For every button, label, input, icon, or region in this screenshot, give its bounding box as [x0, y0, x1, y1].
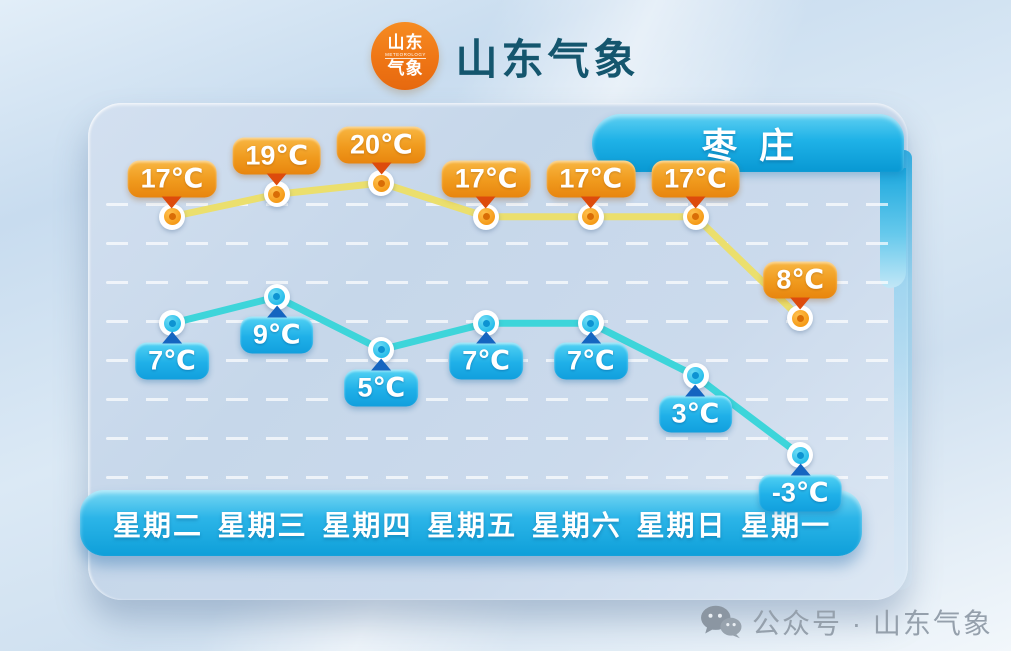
- page-title: 山东气象: [455, 35, 640, 83]
- point-fill: [687, 367, 704, 385]
- point-dot: [377, 179, 385, 187]
- point-fill: [268, 288, 286, 306]
- point-fill: [268, 185, 286, 203]
- gridline: [106, 476, 890, 479]
- point-fill: [477, 314, 495, 332]
- high-temperature-value-label: 8℃: [763, 261, 838, 299]
- high-temperature-value-label: 17℃: [441, 160, 531, 198]
- gridline: [106, 242, 890, 245]
- day-label: 星期五: [427, 510, 518, 541]
- high-temperature-value-label: 17℃: [546, 160, 636, 198]
- low-temperature-value-label: 5℃: [344, 369, 419, 407]
- city-ribbon: 枣庄: [592, 114, 904, 172]
- point-fill: [791, 309, 809, 327]
- point-dot: [273, 293, 281, 301]
- day-label: 星期三: [217, 510, 308, 541]
- shandong-meteorology-logo: 山东 METEOROLOGY 气象: [371, 22, 440, 90]
- day-label: 星期四: [322, 510, 413, 541]
- footer: 公众号 · 山东气象: [700, 602, 993, 642]
- point-fill: [372, 341, 390, 359]
- low-temperature-value-label: -3℃: [758, 474, 842, 512]
- logo-text-mid: METEOROLOGY: [385, 52, 426, 60]
- point-dot: [692, 372, 699, 380]
- point-dot: [796, 451, 804, 459]
- high-temperature-value-label: 17℃: [651, 160, 740, 198]
- footer-account-text: 公众号 · 山东气象: [752, 608, 993, 639]
- day-label: 星期一: [741, 510, 832, 541]
- gridline: [106, 203, 890, 206]
- point-fill: [163, 208, 181, 226]
- high-temperature-value-label: 20℃: [337, 126, 426, 164]
- point-fill: [372, 174, 390, 192]
- logo-text-bottom: 气象: [387, 59, 424, 79]
- city-name: 枣庄: [701, 126, 816, 166]
- low-temperature-value-label: 3℃: [658, 395, 733, 433]
- logo-text-top: 山东: [387, 32, 424, 52]
- point-dot: [168, 213, 176, 221]
- day-label: 星期六: [531, 510, 622, 541]
- point-fill: [791, 446, 809, 464]
- high-temperature-value-label: 17℃: [127, 160, 217, 198]
- gridline: [106, 437, 890, 440]
- point-fill: [582, 314, 600, 332]
- gridline: [106, 398, 890, 401]
- point-dot: [482, 213, 490, 221]
- low-temperature-value-label: 9℃: [239, 316, 314, 354]
- point-dot: [482, 319, 490, 327]
- point-fill: [687, 208, 704, 226]
- day-label: 星期二: [112, 510, 204, 541]
- point-dot: [587, 213, 595, 221]
- low-temperature-value-label: 7℃: [449, 342, 523, 380]
- day-label: 星期日: [636, 510, 727, 541]
- point-fill: [163, 314, 181, 332]
- point-dot: [168, 319, 176, 327]
- point-fill: [477, 208, 495, 226]
- ribbon-curl: [880, 168, 906, 288]
- low-temperature-value-label: 7℃: [553, 342, 628, 380]
- point-dot: [377, 346, 385, 354]
- point-dot: [796, 314, 804, 322]
- header: 山东 METEOROLOGY 气象 山东气象: [0, 22, 1011, 90]
- point-dot: [273, 190, 281, 198]
- day-axis-bar: [80, 490, 862, 556]
- point-dot: [692, 213, 699, 221]
- wechat-icon: [701, 605, 742, 639]
- point-fill: [582, 208, 600, 226]
- point-dot: [587, 319, 595, 327]
- low-temperature-value-label: 7℃: [135, 342, 209, 380]
- high-temperature-value-label: 19℃: [232, 137, 322, 175]
